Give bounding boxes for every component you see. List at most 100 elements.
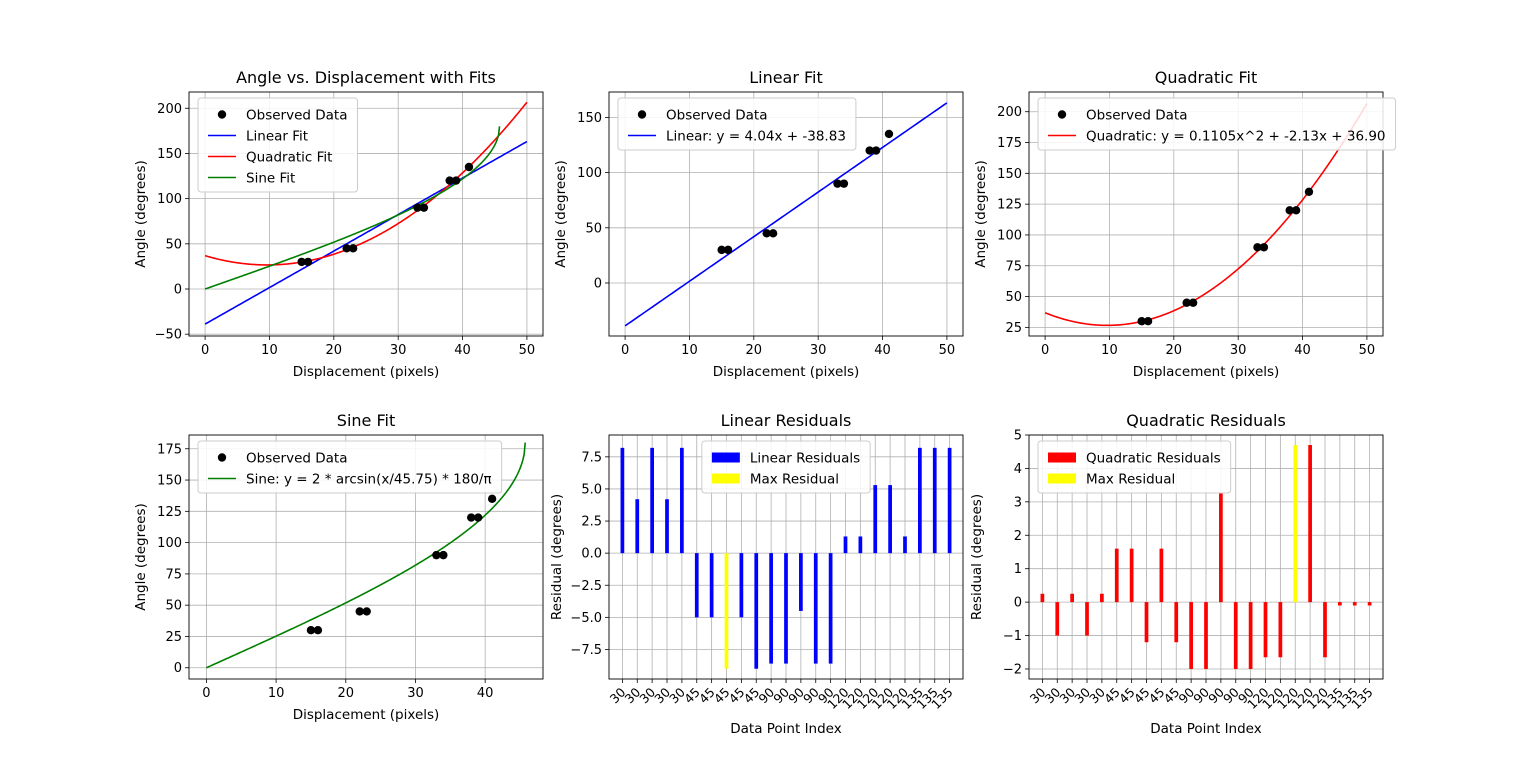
residual-bar (1233, 602, 1238, 669)
data-point (1285, 206, 1294, 215)
residual-bar (1263, 602, 1268, 658)
y-tick-label: −1 (1003, 629, 1022, 644)
residual-bar (739, 553, 744, 618)
x-tick-label: 10 (268, 686, 285, 701)
y-tick-label: 125 (997, 198, 1022, 213)
x-axis-label: Displacement (pixels) (713, 364, 860, 380)
data-point (884, 129, 894, 139)
plot-area (1040, 445, 1372, 669)
data-point (1137, 317, 1146, 326)
y-tick-label: 150 (157, 147, 182, 162)
y-tick-label: 100 (997, 228, 1022, 243)
data-point (342, 244, 351, 253)
y-tick-label: 100 (157, 536, 182, 551)
residual-bar (620, 447, 625, 554)
x-tick-label: 0 (621, 343, 629, 358)
data-point (419, 203, 429, 212)
legend-marker-dot (1057, 110, 1067, 119)
residual-bar (1129, 548, 1134, 603)
x-tick-label: 40 (454, 343, 471, 358)
y-tick-label: −5.0 (570, 611, 602, 626)
y-tick-label: 2 (1014, 529, 1022, 544)
residual-bar (769, 553, 773, 664)
residual-bar (903, 536, 907, 554)
legend-marker-patch (1048, 452, 1076, 463)
y-tick-label: 50 (585, 221, 602, 236)
residual-bar (1070, 593, 1074, 603)
residual-bar (754, 553, 759, 669)
y-tick-label: 0 (594, 277, 602, 292)
residual-bar (799, 553, 803, 611)
residual-bar (858, 536, 863, 554)
y-tick-label: 50 (1005, 290, 1022, 305)
residual-bar (1219, 493, 1223, 603)
residual-bar (1159, 548, 1164, 603)
residual-bar (1323, 602, 1327, 658)
data-point (1182, 298, 1191, 307)
legend: Quadratic Residuals Max Residual (1037, 440, 1232, 494)
legend-label: Observed Data (1086, 108, 1187, 124)
sine-fit-line (204, 126, 501, 290)
x-tick-label: 10 (261, 343, 278, 358)
legend-marker-dot (217, 110, 227, 119)
x-tick-label: 50 (939, 343, 956, 358)
data-point (1304, 187, 1314, 197)
data-point (487, 494, 497, 504)
residual-bar (1100, 593, 1104, 603)
data-point (362, 607, 371, 616)
y-tick-label: 100 (577, 166, 602, 181)
residual-bar (918, 447, 922, 554)
residual-bar (665, 499, 669, 554)
chart-title: Linear Fit (749, 68, 823, 87)
y-tick-label: 175 (997, 136, 1022, 151)
residual-bar (635, 499, 640, 554)
max-residual-bar (1293, 445, 1298, 603)
data-point (865, 146, 874, 155)
data-point (768, 229, 778, 238)
x-axis-label: Displacement (pixels) (293, 364, 440, 380)
y-axis-label: Angle (degrees) (973, 160, 989, 268)
y-tick-label: 75 (1005, 259, 1022, 274)
subplot-6: 3030303030454545454590909090901201201201… (969, 411, 1384, 737)
y-tick-label: 2.5 (581, 515, 602, 530)
x-tick-label: 10 (681, 343, 698, 358)
legend-marker-patch (711, 473, 740, 484)
plot-area (620, 447, 952, 669)
y-tick-label: 0 (174, 661, 182, 676)
max-residual-bar (724, 553, 729, 669)
subplot-2: 0 10 20 30 40 50 0 50 100 150 Linear Fit Displaceme… (553, 68, 964, 380)
legend-frame (617, 97, 857, 151)
y-axis-label: Residual (degrees) (969, 494, 985, 620)
data-point (303, 257, 313, 267)
y-tick-label: 75 (165, 567, 182, 582)
residual-bar (709, 553, 714, 618)
legend-label: Observed Data (666, 108, 767, 124)
chart-title: Linear Residuals (721, 411, 852, 430)
legend-label: Max Residual (750, 472, 839, 488)
data-point (1143, 317, 1153, 326)
legend-label: Quadratic: y = 0.1105x^2 + -2.13x + 36.9… (1086, 129, 1386, 145)
legend: Observed Data Linear Fit Quadratic Fit Sine… (197, 97, 358, 193)
residual-bar (1144, 602, 1149, 643)
residual-bar (1352, 602, 1357, 606)
y-tick-label: 25 (165, 630, 182, 645)
data-point (871, 146, 881, 155)
x-tick-label: 20 (338, 686, 355, 701)
legend: Observed Data Quadratic: y = 0.1105x^2 + … (1037, 97, 1397, 151)
y-tick-label: 150 (157, 474, 182, 489)
data-point (297, 257, 306, 267)
y-tick-label: 0 (174, 283, 182, 298)
legend-label: Linear Residuals (750, 451, 860, 467)
data-point (451, 176, 461, 185)
residual-bar (813, 553, 818, 664)
y-tick-label: −7.5 (570, 643, 602, 658)
plot-area (624, 102, 948, 327)
residual-bar (1204, 602, 1208, 669)
legend-label: Observed Data (246, 108, 347, 124)
y-axis-label: Residual (degrees) (549, 494, 565, 620)
residual-bar (932, 447, 937, 554)
subplot-5: 3030303030454545454590909090901201201201… (549, 411, 964, 737)
sine-fit-line (206, 442, 527, 669)
y-tick-label: 7.5 (581, 450, 602, 465)
data-point (313, 626, 323, 635)
